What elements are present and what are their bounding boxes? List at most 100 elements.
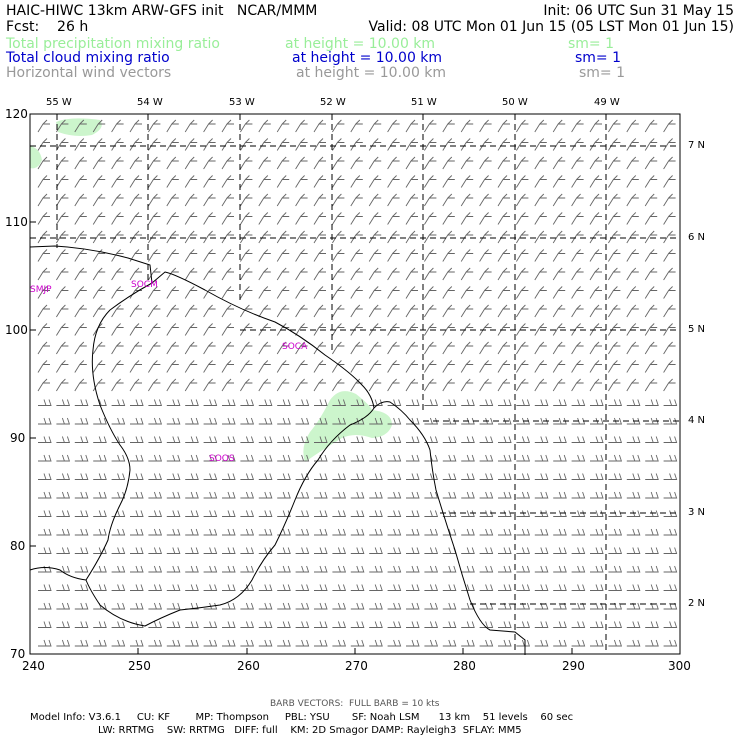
wind-barb: [387, 584, 402, 591]
init-time: Init: 06 UTC Sun 31 May 15: [543, 3, 734, 19]
wind-barb: [221, 193, 234, 207]
wind-barb: [203, 547, 218, 554]
wind-barb: [295, 286, 308, 299]
wind-barb: [626, 230, 639, 244]
wind-barb: [608, 175, 621, 188]
wind-barb: [479, 473, 494, 480]
lon-label-51w: 51 W: [411, 97, 437, 108]
lon-label-53w: 53 W: [229, 97, 255, 108]
wind-barb: [589, 360, 602, 373]
wind-barb: [314, 417, 328, 425]
wind-barb: [130, 510, 144, 517]
wind-barb: [203, 286, 216, 299]
wind-barb: [442, 119, 455, 133]
wind-barb: [387, 491, 402, 499]
x-tick-270: 270: [345, 659, 368, 673]
wind-barb: [387, 473, 402, 480]
wind-barb: [56, 491, 71, 499]
wind-barb: [405, 267, 418, 281]
wind-barb: [314, 639, 328, 647]
precip-blob-west: [30, 146, 42, 169]
wind-barb: [608, 473, 623, 480]
wind-barb: [608, 341, 621, 355]
wind-barb: [590, 399, 604, 406]
wind-barb: [424, 399, 439, 406]
wind-barb: [663, 249, 676, 262]
wind-barb: [608, 436, 623, 443]
wind-barb: [313, 341, 326, 355]
wind-barb: [571, 119, 584, 133]
x-tick-290: 290: [562, 659, 585, 673]
wind-barb: [56, 304, 69, 318]
wind-barb: [240, 267, 253, 281]
wind-barb: [203, 491, 218, 499]
wind-barb: [277, 399, 291, 406]
wind-barb: [442, 473, 457, 480]
station-socm: SOCM: [131, 280, 158, 290]
wind-barb: [221, 212, 234, 225]
wind-barb: [590, 565, 604, 573]
wind-barb: [258, 304, 271, 318]
wind-barb: [424, 417, 439, 425]
wind-barb: [240, 193, 253, 207]
wind-barb: [645, 399, 659, 406]
wind-barb: [74, 602, 89, 610]
wind-barb: [571, 267, 584, 281]
wind-barb: [663, 119, 676, 133]
wind-barb: [571, 193, 584, 207]
wind-barb: [368, 193, 382, 207]
wind-barb: [626, 119, 639, 133]
wind-barb: [626, 193, 639, 207]
wind-barb: [644, 286, 658, 299]
wind-barb: [240, 304, 253, 318]
wind-barb: [442, 212, 455, 225]
wind-barb: [148, 417, 163, 425]
wind-barb: [92, 138, 106, 151]
wind-barb: [203, 639, 218, 647]
wind-barb: [369, 417, 383, 425]
wind-barb: [295, 510, 310, 517]
wind-barb: [626, 212, 639, 225]
x-tick-250: 250: [128, 659, 151, 673]
wind-barb: [148, 510, 163, 517]
wind-barb: [166, 565, 181, 573]
wind-barb: [608, 119, 621, 133]
wind-barb: [332, 304, 345, 318]
wind-barb: [534, 193, 547, 207]
wind-barb: [552, 193, 566, 207]
wind-barb: [350, 528, 365, 536]
wind-barb: [442, 584, 457, 591]
wind-barb: [571, 212, 584, 225]
wind-barb: [166, 304, 179, 318]
wind-barb: [424, 175, 437, 188]
wind-barb: [313, 286, 326, 299]
station-smjp: SMJP: [30, 285, 52, 295]
wind-barb: [608, 249, 621, 262]
wind-barb: [295, 360, 308, 373]
field-precip-name: Total precipitation mixing ratio: [6, 36, 220, 52]
wind-barb: [314, 528, 328, 536]
wind-barb: [406, 491, 420, 499]
wind-barb: [222, 602, 236, 610]
wind-barb: [130, 417, 144, 425]
wind-barb: [497, 138, 510, 151]
wind-barb: [368, 323, 382, 336]
field-wind-sm: sm= 1: [579, 65, 626, 81]
wind-barb: [626, 621, 641, 628]
wind-barb: [221, 156, 234, 170]
wind-barb: [626, 138, 639, 151]
wind-barb: [93, 565, 107, 573]
wind-barb: [369, 547, 383, 554]
wind-barb: [571, 621, 586, 628]
wind-barb: [608, 378, 621, 392]
wind-barb: [332, 249, 345, 262]
wind-barb: [479, 584, 494, 591]
wind-barb: [387, 212, 400, 225]
wind-barb: [258, 286, 271, 299]
wind-barb: [148, 473, 163, 480]
wind-barb: [148, 436, 163, 443]
wind-barb: [405, 230, 418, 244]
wind-barb: [93, 528, 107, 536]
wind-barb: [387, 547, 402, 554]
lon-label-49w: 49 W: [594, 97, 620, 108]
